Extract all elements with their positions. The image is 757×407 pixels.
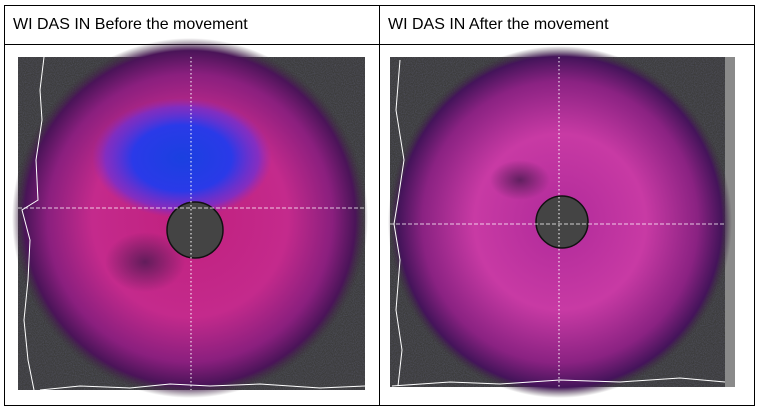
image-after bbox=[388, 46, 735, 398]
header-cell: WI DAS IN After the movement bbox=[379, 5, 755, 45]
image-before bbox=[12, 38, 368, 398]
